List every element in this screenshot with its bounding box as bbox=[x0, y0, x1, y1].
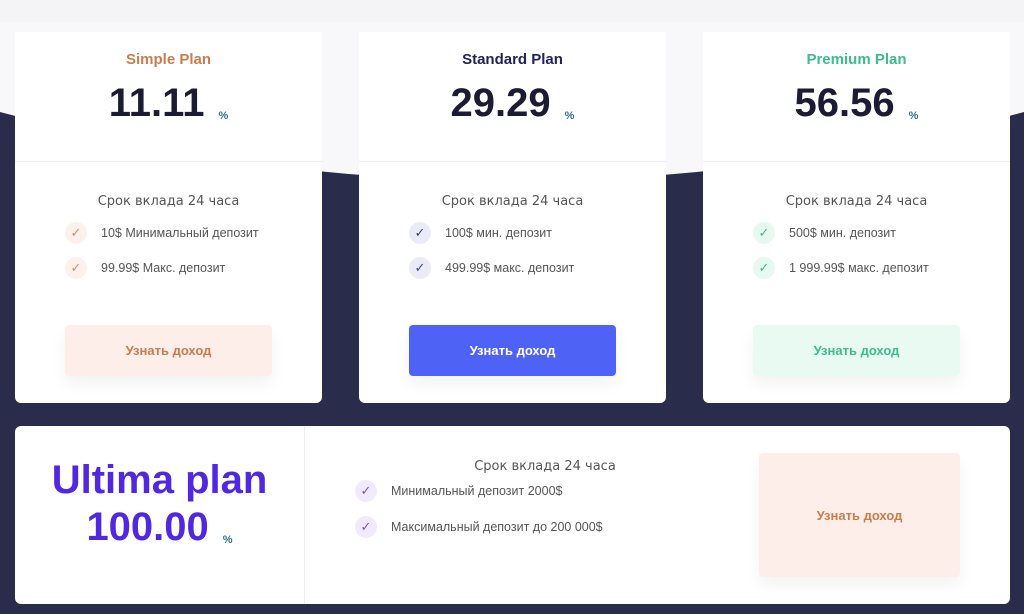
plan-card-simple: Simple Plan 11.11% Срок вклада 24 часа ✓… bbox=[15, 32, 322, 403]
feature-text: 99.99$ Макс. депозит bbox=[101, 261, 226, 275]
feature-item: ✓ 500$ мин. депозит bbox=[753, 222, 1010, 244]
feature-item: ✓ 100$ мин. депозит bbox=[409, 222, 666, 244]
plan-rate: 56.56 bbox=[794, 81, 895, 125]
plan-card-premium: Premium Plan 56.56% Срок вклада 24 часа … bbox=[703, 32, 1010, 403]
plan-name: Ultima plan bbox=[51, 458, 268, 502]
calculate-income-button[interactable]: Узнать доход bbox=[753, 325, 960, 376]
check-icon: ✓ bbox=[753, 257, 775, 279]
percent-sign: % bbox=[218, 110, 229, 122]
plan-rate: 11.11 bbox=[108, 81, 205, 125]
check-icon: ✓ bbox=[65, 222, 87, 244]
feature-text: 500$ мин. депозит bbox=[789, 226, 896, 240]
feature-item: ✓ Максимальный депозит до 200 000$ bbox=[355, 516, 755, 538]
feature-item: ✓ 99.99$ Макс. депозит bbox=[65, 257, 322, 279]
calculate-income-button[interactable]: Узнать доход bbox=[759, 453, 960, 577]
plan-name: Standard Plan bbox=[462, 51, 563, 68]
deposit-term: Срок вклада 24 часа bbox=[97, 194, 240, 209]
percent-sign: % bbox=[222, 534, 233, 546]
feature-text: 499.99$ макс. депозит bbox=[445, 261, 575, 275]
plan-card-ultima: Ultima plan 100.00% Срок вклада 24 часа … bbox=[15, 426, 1010, 604]
feature-text: 10$ Минимальный депозит bbox=[101, 226, 259, 240]
check-icon: ✓ bbox=[65, 257, 87, 279]
feature-item: ✓ 10$ Минимальный депозит bbox=[65, 222, 322, 244]
plan-rate: 100.00 bbox=[86, 505, 209, 549]
feature-item: ✓ Минимальный депозит 2000$ bbox=[355, 480, 755, 502]
plan-card-standard: Standard Plan 29.29% Срок вклада 24 часа… bbox=[359, 32, 666, 403]
percent-sign: % bbox=[908, 110, 919, 122]
percent-sign: % bbox=[564, 110, 575, 122]
check-icon: ✓ bbox=[409, 257, 431, 279]
feature-text: 100$ мин. депозит bbox=[445, 226, 552, 240]
plan-rate: 29.29 bbox=[450, 81, 551, 125]
calculate-income-button[interactable]: Узнать доход bbox=[409, 325, 616, 376]
calculate-income-button[interactable]: Узнать доход bbox=[65, 325, 272, 376]
plan-name: Simple Plan bbox=[125, 51, 212, 68]
feature-text: 1 999.99$ макс. депозит bbox=[789, 261, 929, 275]
feature-item: ✓ 1 999.99$ макс. депозит bbox=[753, 257, 1010, 279]
deposit-term: Срок вклада 24 часа bbox=[441, 194, 584, 209]
check-icon: ✓ bbox=[355, 516, 377, 538]
check-icon: ✓ bbox=[409, 222, 431, 244]
ultima-details: Срок вклада 24 часа ✓ Минимальный депозит… bbox=[355, 459, 755, 538]
plan-name: Premium Plan bbox=[806, 51, 907, 68]
feature-text: Минимальный депозит 2000$ bbox=[391, 484, 563, 498]
feature-item: ✓ 499.99$ макс. депозит bbox=[409, 257, 666, 279]
check-icon: ✓ bbox=[355, 480, 377, 502]
deposit-term: Срок вклада 24 часа bbox=[785, 194, 928, 209]
deposit-term: Срок вклада 24 часа bbox=[474, 459, 616, 474]
feature-text: Максимальный депозит до 200 000$ bbox=[391, 520, 603, 534]
check-icon: ✓ bbox=[753, 222, 775, 244]
